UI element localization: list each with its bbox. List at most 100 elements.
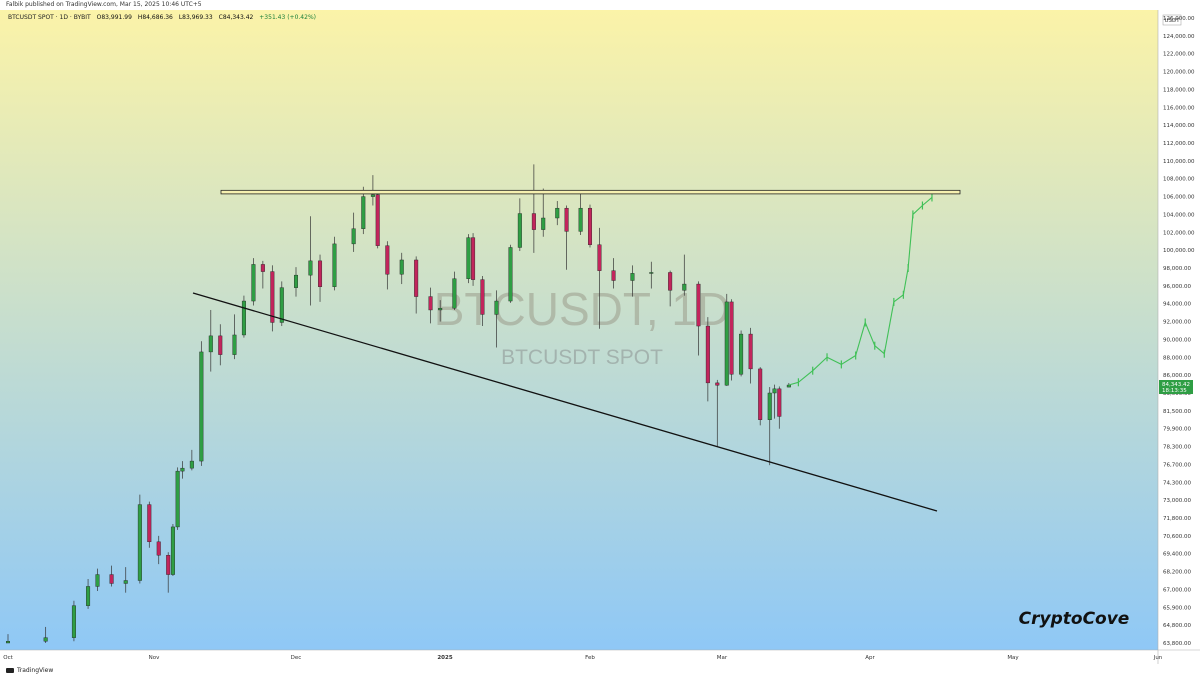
candle-body[interactable]: [318, 260, 323, 287]
candle-body[interactable]: [399, 259, 404, 275]
candle-body[interactable]: [758, 368, 763, 420]
time-tick-label: Feb: [585, 655, 595, 661]
candle-body[interactable]: [361, 196, 366, 229]
candle-body[interactable]: [251, 264, 256, 302]
candle-body[interactable]: [777, 388, 782, 417]
candle-body[interactable]: [270, 271, 275, 323]
candle-body[interactable]: [208, 335, 213, 353]
candle-body[interactable]: [531, 213, 536, 230]
candle-body[interactable]: [232, 334, 237, 355]
price-tick-label: 96,000.00: [1163, 284, 1191, 290]
candle-body[interactable]: [189, 460, 194, 469]
time-axis[interactable]: Oct Nov Dec 2025 Feb Mar Apr May Jun: [3, 655, 1163, 661]
candle-body[interactable]: [166, 555, 171, 575]
candle-body[interactable]: [508, 247, 513, 302]
overlay-layer[interactable]: [192, 189, 961, 512]
currency-label: USDT: [1164, 18, 1180, 24]
candle-body[interactable]: [772, 388, 777, 394]
time-tick-label: 2025: [437, 655, 452, 661]
candle-body[interactable]: [370, 194, 375, 197]
current-price-label: 84,343.42: [1162, 382, 1190, 388]
candle-body[interactable]: [71, 605, 76, 638]
candle-body[interactable]: [294, 274, 299, 288]
candle-body[interactable]: [696, 283, 701, 327]
candle-body[interactable]: [199, 351, 204, 462]
candle-body[interactable]: [137, 504, 142, 581]
candle-body[interactable]: [494, 300, 499, 315]
candle-body[interactable]: [466, 237, 471, 279]
candle-body[interactable]: [170, 526, 175, 575]
candle-body[interactable]: [578, 207, 583, 232]
candle-body[interactable]: [428, 296, 433, 311]
projection-segment: [893, 294, 904, 303]
candle-body[interactable]: [123, 580, 128, 584]
projection-segment: [788, 381, 799, 386]
price-tick-label: 124,000.00: [1163, 34, 1195, 40]
candle-body[interactable]: [564, 207, 569, 232]
candle-body[interactable]: [375, 194, 380, 246]
candle-body[interactable]: [109, 574, 114, 584]
candle-body[interactable]: [452, 278, 457, 309]
candle-body[interactable]: [5, 641, 10, 644]
candle-body[interactable]: [180, 467, 185, 472]
candle-body[interactable]: [682, 283, 687, 291]
price-tick-label: 67,000.00: [1163, 587, 1191, 593]
price-tick-label: 118,000.00: [1163, 87, 1195, 93]
candle-body[interactable]: [218, 335, 223, 355]
candle-body[interactable]: [597, 244, 602, 271]
candle-body[interactable]: [438, 307, 443, 311]
candle-body[interactable]: [748, 333, 753, 370]
price-tick-label: 81,500.00: [1163, 409, 1191, 415]
support-trendline[interactable]: [192, 292, 938, 512]
price-tick-label: 86,000.00: [1163, 373, 1191, 379]
candle-body[interactable]: [308, 260, 313, 276]
legend-close: C84,343.42: [218, 14, 254, 21]
candle-body[interactable]: [630, 273, 635, 281]
watermark-main: BTCUSDT, 1D: [434, 283, 730, 335]
candle-body[interactable]: [351, 228, 356, 245]
candle-body[interactable]: [279, 287, 284, 323]
candle-body[interactable]: [156, 541, 161, 556]
projection-segment: [907, 214, 914, 269]
legend-change: +351.43 (+0.42%): [259, 14, 316, 21]
price-tick-label: 64,800.00: [1163, 623, 1191, 629]
legend-open: O83,991.99: [96, 14, 132, 21]
candle-body[interactable]: [649, 272, 654, 274]
publisher-bar: Falbik published on TradingView.com, Mar…: [0, 0, 1200, 10]
candle-body[interactable]: [767, 392, 772, 420]
candle-body[interactable]: [724, 301, 729, 386]
price-axis[interactable]: USDT 126,000.00 124,000.00 122,000.00 120,0…: [1159, 14, 1195, 647]
candle-body[interactable]: [668, 272, 673, 291]
candle-body[interactable]: [414, 259, 419, 297]
candle-body[interactable]: [95, 574, 100, 587]
price-tick-label: 122,000.00: [1163, 52, 1195, 58]
candle-body[interactable]: [705, 325, 710, 384]
candle-body[interactable]: [555, 207, 560, 219]
projection-layer: [788, 193, 933, 387]
projection-segment: [826, 356, 842, 365]
candle-body[interactable]: [517, 213, 522, 248]
candle-body[interactable]: [471, 237, 476, 280]
candle-body[interactable]: [86, 586, 91, 606]
candle-body[interactable]: [260, 264, 265, 272]
candle-body[interactable]: [43, 637, 48, 642]
candle-body[interactable]: [480, 279, 485, 315]
price-tick-label: 92,000.00: [1163, 320, 1191, 326]
resistance-zone[interactable]: [220, 189, 961, 195]
candle-body[interactable]: [332, 243, 337, 287]
candle-body[interactable]: [241, 300, 246, 336]
candle-body[interactable]: [786, 384, 791, 388]
time-tick-label: Jun: [1153, 655, 1163, 661]
projection-segment: [902, 267, 909, 295]
price-tick-label: 126,000.00: [1163, 16, 1195, 22]
candle-body[interactable]: [729, 301, 734, 375]
candle-body[interactable]: [385, 245, 390, 275]
candle-body[interactable]: [715, 382, 720, 386]
candle-body[interactable]: [175, 470, 180, 528]
candle-body[interactable]: [611, 270, 616, 281]
candle-body[interactable]: [739, 333, 744, 375]
candle-body[interactable]: [541, 217, 546, 230]
candle-body[interactable]: [588, 207, 593, 245]
candle-body[interactable]: [147, 504, 152, 543]
